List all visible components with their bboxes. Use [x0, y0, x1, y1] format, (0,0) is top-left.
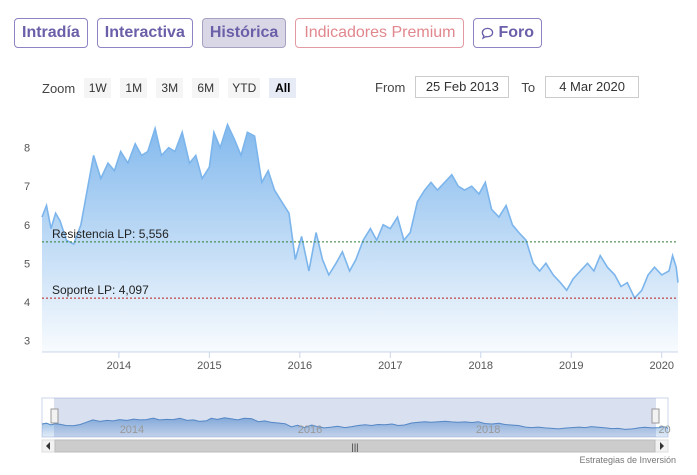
tab-intradia[interactable]: Intradía — [14, 18, 88, 48]
to-date-input[interactable]: 4 Mar 2020 — [545, 76, 640, 98]
tab-indicadores-premium[interactable]: Indicadores Premium — [295, 18, 465, 48]
navigator-left-handle[interactable] — [50, 408, 59, 424]
from-date-input[interactable]: 25 Feb 2013 — [415, 76, 510, 98]
x-tick-label: 2014 — [107, 360, 131, 372]
navigator-tick-label: 20 — [658, 424, 670, 436]
scrollbar-track[interactable] — [41, 439, 669, 453]
navigator-tick-label: 2018 — [476, 424, 500, 436]
support-label: Soporte LP: 4,097 — [52, 283, 149, 297]
zoom-label: Zoom — [42, 80, 76, 96]
from-label: From — [375, 79, 406, 95]
zoom-1m-button[interactable]: 1M — [120, 78, 148, 98]
navigator-tick-label: 2014 — [120, 424, 144, 436]
x-tick-label: 2016 — [288, 360, 312, 372]
zoom-all-button[interactable]: All — [269, 78, 297, 98]
x-tick-label: 2017 — [378, 360, 402, 372]
scroll-left-arrow-icon[interactable] — [46, 442, 50, 450]
zoom-1w-button[interactable]: 1W — [84, 78, 112, 98]
scrollbar-thumb[interactable] — [54, 439, 656, 453]
price-area — [42, 124, 678, 352]
navigator-mask — [54, 398, 656, 437]
zoom-3m-button[interactable]: 3M — [156, 78, 184, 98]
zoom-6m-button[interactable]: 6M — [192, 78, 220, 98]
date-range: From 25 Feb 2013 To 4 Mar 2020 — [375, 76, 651, 98]
navigator-line — [41, 417, 669, 430]
y-tick-label: 8 — [24, 143, 30, 155]
y-tick-label: 6 — [24, 220, 30, 232]
main-plot: 3 4 5 6 7 8 2014 2015 2016 2017 2018 2019 2020 Resist… — [24, 122, 679, 372]
chart-tabs: Intradía Interactiva Histórica Indicador… — [14, 18, 543, 48]
resistance-label: Resistencia LP: 5,556 — [52, 227, 169, 241]
scroll-right-arrow-icon[interactable] — [660, 442, 664, 450]
y-tick-label: 3 — [24, 335, 30, 347]
navigator-right-handle[interactable] — [651, 408, 660, 424]
credit-label: Estrategias de Inversión — [579, 455, 676, 465]
x-tick-label: 2018 — [469, 360, 493, 372]
y-tick-label: 4 — [24, 297, 30, 309]
zoom-bar: Zoom 1W 1M 3M 6M YTD All — [42, 78, 305, 98]
tab-historica[interactable]: Histórica — [201, 18, 287, 48]
tab-interactiva[interactable]: Interactiva — [96, 18, 193, 48]
x-tick-label: 2020 — [649, 360, 673, 372]
tab-foro-label: Foro — [498, 24, 535, 41]
to-label: To — [521, 79, 536, 95]
chat-bubble-icon — [482, 27, 494, 40]
tab-foro[interactable]: Foro — [473, 18, 543, 48]
navigator-tick-label: 2016 — [298, 424, 322, 436]
navigator-frame — [41, 397, 669, 438]
navigator-area — [42, 417, 668, 437]
y-tick-label: 5 — [24, 258, 30, 270]
scrollbar-grip-icon: ||| — [351, 442, 358, 452]
navigator[interactable]: 2014 2016 2018 20 ||| — [41, 397, 671, 453]
x-tick-label: 2015 — [197, 360, 221, 372]
zoom-ytd-button[interactable]: YTD — [228, 78, 261, 98]
y-tick-label: 7 — [24, 181, 30, 193]
x-tick-label: 2019 — [559, 360, 583, 372]
price-line — [41, 122, 679, 300]
